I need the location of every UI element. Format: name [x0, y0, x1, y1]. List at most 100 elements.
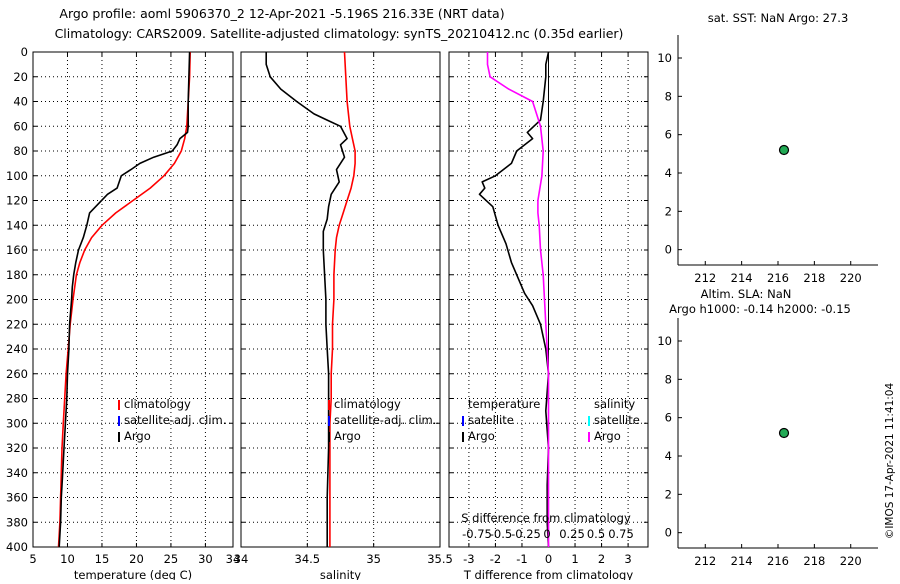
legend-label-satellite-adj: satellite-adj. clim.: [124, 413, 226, 427]
legend-label-satellite-adj: satellite-adj. clim.: [334, 413, 436, 427]
y-tick-label: 280: [6, 392, 28, 406]
y-tick-label: 300: [6, 416, 28, 430]
salinity-x-axis-label: salinity: [320, 568, 361, 580]
x-tick-label: 5: [29, 552, 36, 566]
x-tick-label: 216: [767, 271, 789, 285]
x-tick-label: 34.5: [295, 552, 321, 566]
temperature-panel: 0 20 40 60 80 100 120 140 160 180 200 220 240 260 280 3…: [6, 45, 241, 582]
legend-label-argo: Argo: [124, 429, 151, 443]
y-tick-label: 10: [657, 51, 672, 65]
y-tick-label: 80: [13, 144, 28, 158]
y-tick-label: 40: [13, 95, 28, 109]
difference-panel: -3 -2 -1 0 1 2 3 T difference from climatology: [448, 51, 649, 582]
sla-title-line1: Altim. SLA: NaN: [701, 287, 792, 301]
y-tick-label: 340: [6, 466, 28, 480]
s-tick-label: -0.5: [490, 527, 512, 541]
y-tick-label: 160: [6, 243, 28, 257]
y-tick-label: 380: [6, 515, 28, 529]
legend-label-s-argo: Argo: [594, 429, 621, 443]
series-line-t-diff-argo: [478, 51, 550, 548]
series-line-climatology: [329, 51, 356, 547]
y-tick-label: 100: [6, 169, 28, 183]
x-tick-label: 30: [198, 552, 213, 566]
legend-label-t-argo: Argo: [468, 429, 495, 443]
y-tick-label: 20: [13, 70, 28, 84]
x-tick-label: 214: [731, 271, 753, 285]
series-line-argo: [265, 52, 348, 547]
y-tick-label: 60: [13, 119, 28, 133]
y-tick-label: 360: [6, 491, 28, 505]
x-tick-label: 212: [694, 554, 716, 568]
x-tick-label: 25: [164, 552, 179, 566]
y-tick-label: 120: [6, 194, 28, 208]
s-tick-label: 0.75: [608, 527, 634, 541]
temperature-x-axis-label: temperature (deg C): [74, 568, 192, 580]
x-tick-label: 2: [598, 552, 605, 566]
x-tick-label: 34: [226, 552, 241, 566]
series-line-s-diff-argo: [486, 52, 550, 547]
s-tick-label: -0.25: [511, 527, 541, 541]
y-tick-label: 4: [665, 166, 672, 180]
s-tick-label: -0.75: [462, 527, 492, 541]
y-tick-label: 0: [665, 243, 672, 257]
series-line-argo: [58, 51, 191, 548]
y-tick-label: 400: [6, 540, 28, 554]
y-tick-label: 6: [665, 128, 672, 142]
x-tick-label: 20: [129, 552, 144, 566]
x-tick-label: 34: [234, 552, 249, 566]
y-tick-label: 0: [21, 45, 28, 59]
legend-label-climatology: climatology: [334, 397, 401, 411]
y-tick-label: 2: [665, 487, 672, 501]
sla-panel: 0 2 4 6 8 10 212 214 216 218 220: [657, 318, 878, 568]
salinity-legend: climatology satellite-adj. clim. Argo: [328, 397, 436, 443]
difference-x-axis-label: T difference from climatology: [463, 568, 634, 580]
x-tick-label: 218: [803, 271, 825, 285]
x-tick-label: 220: [840, 271, 862, 285]
s-tick-label: 0.25: [559, 527, 585, 541]
imos-timestamp: ©IMOS 17-Apr-2021 11:41:04: [884, 383, 896, 540]
y-tick-label: 8: [665, 89, 672, 103]
x-tick-label: -2: [490, 552, 501, 566]
y-tick-label: 140: [6, 218, 28, 232]
legend-title-temperature: temperature: [468, 397, 540, 411]
y-tick-label: 10: [657, 334, 672, 348]
y-tick-label: 200: [6, 293, 28, 307]
argo-position-marker: [778, 144, 790, 156]
x-tick-label: 212: [694, 271, 716, 285]
x-tick-label: 0: [545, 552, 552, 566]
x-tick-label: 10: [60, 552, 75, 566]
legend-title-salinity: salinity: [594, 397, 635, 411]
y-tick-label: 0: [665, 526, 672, 540]
x-tick-label: 216: [767, 554, 789, 568]
sst-panel: 0 2 4 6 8 10 212 214 216 218 220: [657, 35, 878, 285]
x-tick-label: 15: [95, 552, 110, 566]
x-tick-label: 1: [571, 552, 578, 566]
y-tick-label: 180: [6, 268, 28, 282]
figure-title-line2: Climatology: CARS2009. Satellite-adjuste…: [55, 26, 624, 41]
y-tick-label: 2: [665, 204, 672, 218]
temperature-legend: climatology satellite-adj. clim. Argo: [118, 397, 226, 443]
x-tick-label: 35.5: [427, 552, 453, 566]
s-tick-label: 0.5: [587, 527, 605, 541]
salinity-panel: 34 34.5 35 35.5 salinity: [234, 51, 453, 582]
argo-position-marker: [778, 427, 790, 439]
legend-label-t-satellite: satellite: [468, 413, 514, 427]
y-tick-label: 4: [665, 449, 672, 463]
y-tick-label: 6: [665, 411, 672, 425]
legend-label-climatology: climatology: [124, 397, 191, 411]
x-tick-label: 220: [840, 554, 862, 568]
x-tick-label: 218: [803, 554, 825, 568]
x-tick-label: -1: [516, 552, 527, 566]
difference-legend: temperature satellite Argo salinity sate…: [461, 397, 640, 541]
y-tick-label: 220: [6, 317, 28, 331]
s-difference-axis-label: S difference from climatology: [461, 511, 631, 525]
y-tick-label: 240: [6, 342, 28, 356]
legend-label-argo: Argo: [334, 429, 361, 443]
legend-label-s-satellite: satellite: [594, 413, 640, 427]
x-tick-label: 35: [366, 552, 381, 566]
series-line-climatology: [57, 51, 191, 548]
y-tick-label: 8: [665, 372, 672, 386]
x-tick-label: 3: [624, 552, 631, 566]
s-tick-label: 0: [543, 527, 550, 541]
